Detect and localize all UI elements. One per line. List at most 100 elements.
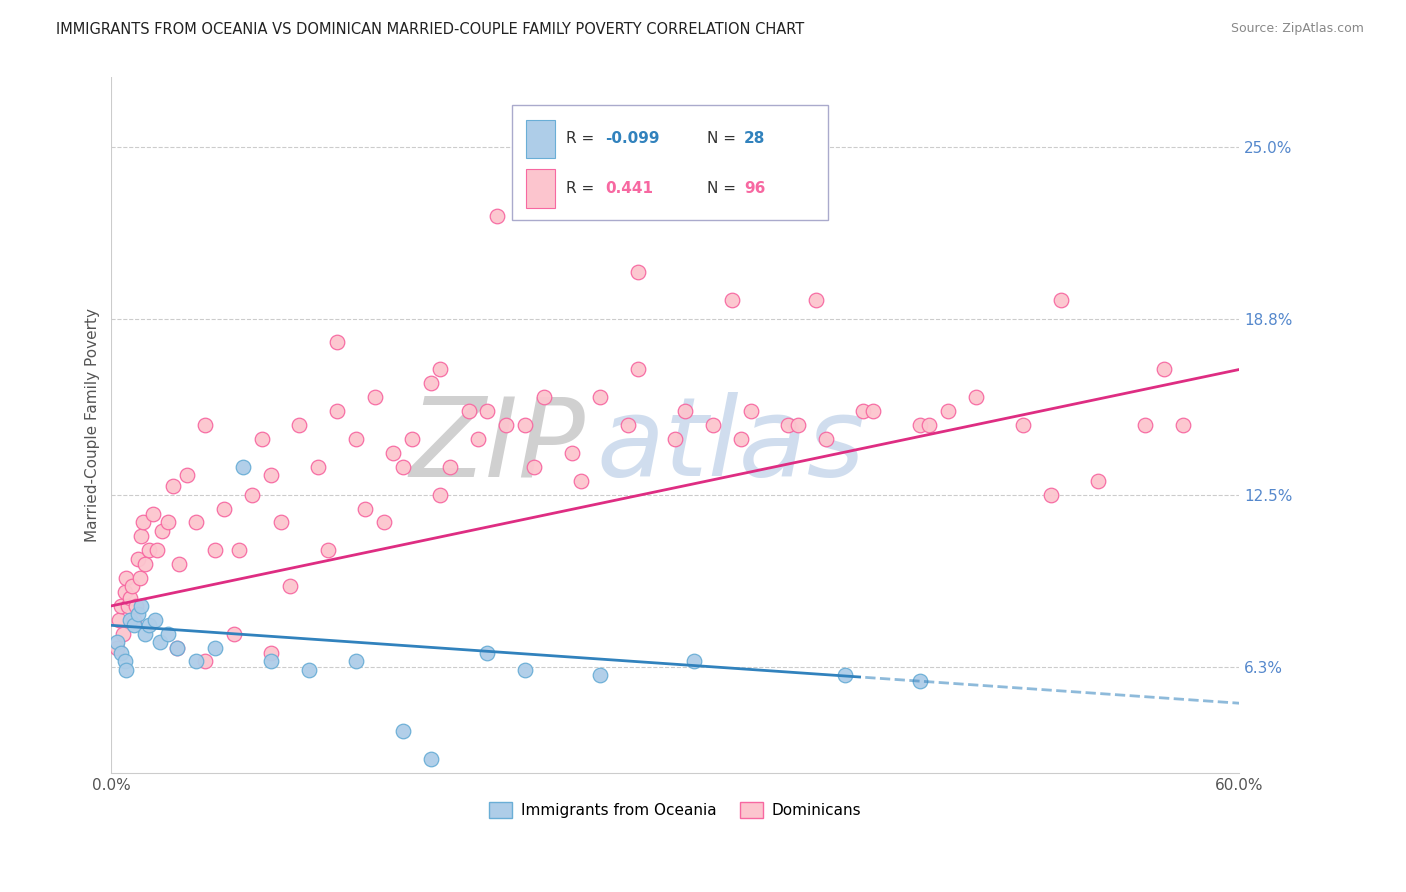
Point bbox=[908, 418, 931, 433]
Point bbox=[212, 501, 235, 516]
Point bbox=[127, 607, 149, 622]
Text: N =: N = bbox=[707, 131, 741, 146]
Point bbox=[298, 663, 321, 677]
Bar bbox=[526, 169, 555, 208]
Point bbox=[232, 459, 254, 474]
Point bbox=[166, 640, 188, 655]
Point bbox=[184, 516, 207, 530]
Point bbox=[702, 418, 724, 433]
Point bbox=[288, 418, 311, 433]
Point bbox=[523, 459, 546, 474]
Point bbox=[589, 668, 612, 682]
Point bbox=[354, 501, 377, 516]
Point bbox=[120, 613, 142, 627]
Point bbox=[391, 459, 413, 474]
Point bbox=[363, 390, 385, 404]
Point bbox=[664, 432, 686, 446]
Text: Source: ZipAtlas.com: Source: ZipAtlas.com bbox=[1230, 22, 1364, 36]
Point bbox=[260, 468, 283, 483]
Text: 0.441: 0.441 bbox=[606, 181, 654, 196]
Point bbox=[730, 432, 752, 446]
Point bbox=[571, 474, 593, 488]
Point bbox=[156, 626, 179, 640]
Point bbox=[316, 543, 339, 558]
Point bbox=[176, 468, 198, 483]
Point bbox=[115, 571, 138, 585]
Point bbox=[115, 663, 138, 677]
Point bbox=[382, 446, 405, 460]
Point bbox=[541, 168, 564, 182]
Point bbox=[117, 599, 139, 613]
Point bbox=[222, 626, 245, 640]
Point bbox=[477, 646, 499, 660]
Point bbox=[627, 362, 650, 376]
Point bbox=[673, 404, 696, 418]
Point bbox=[918, 418, 941, 433]
Point bbox=[194, 418, 217, 433]
Point bbox=[533, 390, 555, 404]
Point bbox=[908, 673, 931, 688]
Point bbox=[184, 655, 207, 669]
Point bbox=[420, 376, 443, 391]
Point bbox=[936, 404, 959, 418]
Point bbox=[778, 418, 800, 433]
Point bbox=[134, 557, 156, 571]
Text: -0.099: -0.099 bbox=[606, 131, 659, 146]
Point bbox=[194, 655, 217, 669]
Text: 96: 96 bbox=[744, 181, 765, 196]
Point bbox=[965, 390, 987, 404]
Point bbox=[143, 613, 166, 627]
Point bbox=[127, 551, 149, 566]
Point bbox=[138, 543, 160, 558]
Point bbox=[485, 210, 508, 224]
Point bbox=[204, 543, 226, 558]
Point bbox=[420, 752, 443, 766]
Point bbox=[110, 599, 132, 613]
Point bbox=[278, 579, 301, 593]
Point bbox=[250, 432, 273, 446]
Point bbox=[167, 557, 190, 571]
Point bbox=[105, 635, 128, 649]
Text: R =: R = bbox=[567, 181, 599, 196]
Point bbox=[391, 724, 413, 739]
Point bbox=[242, 488, 264, 502]
Point bbox=[132, 516, 155, 530]
Point bbox=[134, 626, 156, 640]
Point bbox=[344, 432, 367, 446]
Point bbox=[429, 362, 451, 376]
Point bbox=[114, 655, 136, 669]
Point bbox=[1171, 418, 1194, 433]
Point bbox=[1135, 418, 1157, 433]
Point bbox=[720, 293, 742, 307]
Point bbox=[108, 613, 131, 627]
Point bbox=[740, 404, 762, 418]
Point bbox=[513, 663, 536, 677]
Point bbox=[121, 579, 143, 593]
Point bbox=[457, 404, 479, 418]
Text: ZIP: ZIP bbox=[409, 392, 585, 500]
Point bbox=[138, 618, 160, 632]
Point bbox=[111, 626, 134, 640]
Point bbox=[344, 655, 367, 669]
Point bbox=[439, 459, 461, 474]
Point bbox=[1012, 418, 1035, 433]
Point bbox=[326, 334, 349, 349]
Point bbox=[162, 479, 184, 493]
Point bbox=[260, 655, 283, 669]
Point bbox=[150, 524, 173, 538]
Point bbox=[166, 640, 188, 655]
Point bbox=[627, 265, 650, 279]
Point bbox=[429, 488, 451, 502]
Point bbox=[862, 404, 884, 418]
FancyBboxPatch shape bbox=[512, 105, 828, 220]
Point bbox=[683, 655, 706, 669]
Point bbox=[786, 418, 808, 433]
Point bbox=[128, 571, 150, 585]
Point bbox=[1049, 293, 1071, 307]
Point bbox=[270, 516, 292, 530]
Point bbox=[814, 432, 837, 446]
Text: IMMIGRANTS FROM OCEANIA VS DOMINICAN MARRIED-COUPLE FAMILY POVERTY CORRELATION C: IMMIGRANTS FROM OCEANIA VS DOMINICAN MAR… bbox=[56, 22, 804, 37]
Point bbox=[307, 459, 329, 474]
Point bbox=[145, 543, 167, 558]
Point bbox=[125, 599, 148, 613]
